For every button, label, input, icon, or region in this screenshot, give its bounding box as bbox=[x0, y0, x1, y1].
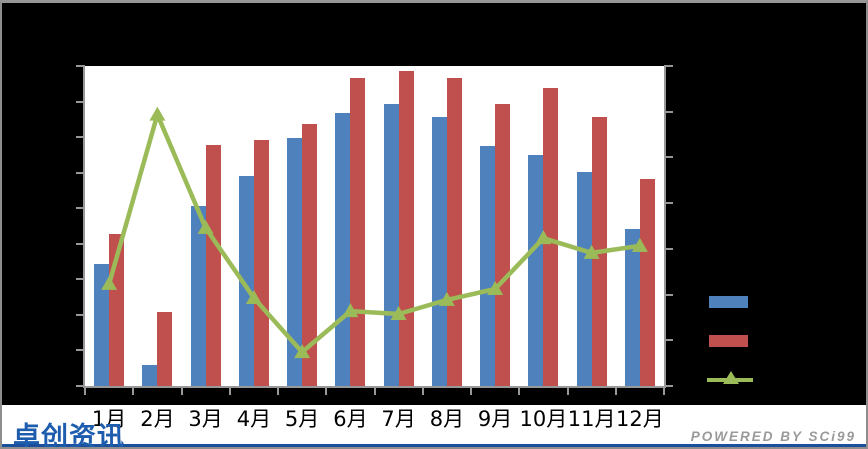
axis-tick bbox=[84, 388, 86, 395]
axis-tick bbox=[76, 313, 83, 316]
triangle-marker-icon bbox=[294, 344, 311, 359]
triangle-marker-icon bbox=[583, 244, 600, 259]
bar-series-1-bar-blue-10月 bbox=[528, 155, 544, 386]
axis-tick bbox=[76, 385, 83, 387]
axis-tick bbox=[76, 278, 83, 281]
bar-series-1-bar-blue-8月 bbox=[431, 116, 447, 386]
axis-tick bbox=[180, 388, 183, 395]
bar-series-1-bar-blue-11月 bbox=[576, 171, 592, 386]
axis-tick bbox=[666, 110, 673, 113]
axis-tick bbox=[566, 388, 569, 395]
triangle-marker-icon bbox=[197, 219, 214, 234]
axis-tick bbox=[614, 388, 617, 395]
axis-tick bbox=[666, 247, 673, 250]
bar-series-1-bar-blue-12月 bbox=[624, 228, 640, 386]
footer-accent-line bbox=[2, 444, 866, 447]
green-line-path bbox=[106, 112, 641, 355]
axis-tick bbox=[666, 156, 673, 159]
right-axis-line bbox=[664, 65, 666, 388]
bar-series-2-bar-red-3月 bbox=[205, 145, 221, 386]
zhuochuang-logo: 卓创资讯 bbox=[13, 422, 125, 449]
bar-series-1-bar-blue-5月 bbox=[287, 138, 303, 386]
bar-series-1-bar-blue-4月 bbox=[238, 176, 254, 386]
axis-tick bbox=[76, 171, 83, 174]
axis-tick bbox=[325, 388, 328, 395]
left-axis-line bbox=[83, 65, 85, 388]
bar-series-2-bar-red-8月 bbox=[446, 78, 462, 386]
bar-series-2-bar-red-6月 bbox=[350, 78, 366, 386]
bar-series-2-bar-red-4月 bbox=[253, 139, 269, 386]
axis-tick bbox=[76, 242, 83, 245]
axis-tick bbox=[76, 100, 83, 103]
legend-swatch-blue-bar bbox=[709, 296, 748, 308]
axis-tick bbox=[666, 293, 673, 296]
axis-tick bbox=[76, 136, 83, 139]
axis-tick bbox=[76, 207, 83, 210]
plot-area bbox=[85, 66, 664, 386]
triangle-marker-icon bbox=[101, 275, 118, 290]
bar-series-2-bar-red-12月 bbox=[639, 179, 655, 386]
axis-tick bbox=[666, 65, 673, 67]
footer-band bbox=[2, 405, 866, 447]
bar-series-1-bar-blue-1月 bbox=[94, 264, 110, 386]
bar-series-2-bar-red-9月 bbox=[495, 104, 511, 386]
axis-tick bbox=[76, 65, 83, 67]
bar-series-2-bar-red-5月 bbox=[302, 123, 318, 386]
triangle-marker-icon bbox=[535, 230, 552, 245]
triangle-marker-icon bbox=[245, 290, 262, 304]
axis-tick bbox=[228, 388, 231, 395]
triangle-marker-icon bbox=[438, 291, 455, 306]
bar-series-2-bar-red-10月 bbox=[543, 88, 559, 386]
axis-tick bbox=[421, 388, 424, 395]
triangle-marker-icon bbox=[487, 281, 504, 296]
axis-tick bbox=[132, 388, 135, 395]
legend-triangle-marker-icon bbox=[723, 371, 739, 384]
bar-series-1-bar-blue-9月 bbox=[480, 146, 496, 386]
bar-series-2-bar-red-7月 bbox=[398, 71, 414, 386]
axis-tick bbox=[666, 339, 673, 342]
axis-tick bbox=[277, 388, 279, 395]
axis-tick bbox=[470, 388, 472, 395]
bar-series-1-bar-blue-2月 bbox=[142, 364, 158, 386]
line-series-layer bbox=[101, 106, 648, 359]
axis-tick bbox=[663, 388, 665, 395]
bottom-axis-line bbox=[83, 386, 666, 388]
bar-series-2-bar-red-2月 bbox=[157, 312, 173, 386]
axis-tick bbox=[666, 202, 673, 205]
triangle-marker-icon bbox=[390, 306, 407, 320]
bar-series-1-bar-blue-3月 bbox=[190, 206, 206, 386]
legend bbox=[707, 294, 755, 390]
triangle-marker-icon bbox=[631, 237, 648, 252]
axis-tick bbox=[518, 388, 521, 395]
axis-tick bbox=[666, 385, 673, 387]
legend-swatch-red-bar bbox=[709, 335, 748, 347]
axis-tick bbox=[76, 349, 83, 352]
axis-tick bbox=[373, 388, 376, 395]
triangle-marker-icon bbox=[342, 303, 359, 318]
powered-by-sci99-label: POWERED BY SCi99 bbox=[690, 429, 856, 444]
triangle-marker-icon bbox=[149, 106, 166, 121]
